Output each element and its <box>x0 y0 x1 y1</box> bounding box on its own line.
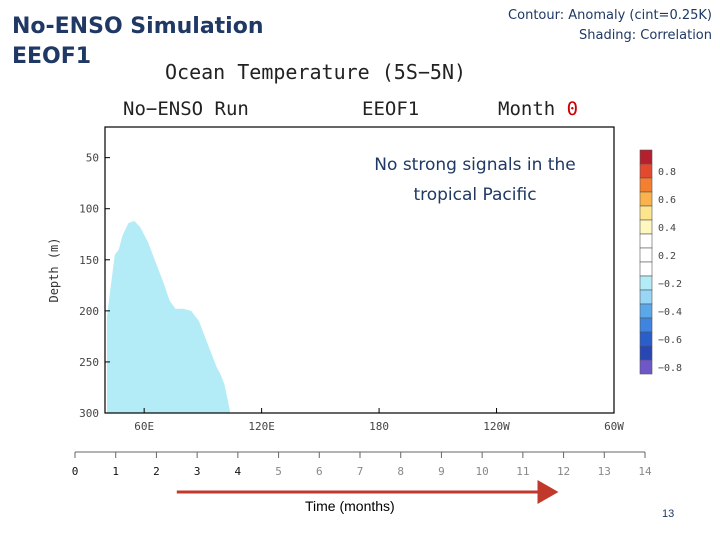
y-tick-label: 100 <box>79 203 99 216</box>
timeline-axis: 0 1 2 3 4 5 6 7 8 9 10 11 12 13 14 <box>72 451 652 478</box>
y-tick-label: 250 <box>79 356 99 369</box>
colorbar-label: −0.4 <box>658 307 682 318</box>
page-number: 13 <box>662 508 675 520</box>
timeline-tick-label: 9 <box>438 465 445 478</box>
timeline-tick-label: 10 <box>476 465 489 478</box>
slide-title-line2: EEOF1 <box>12 44 92 69</box>
colorbar-segment <box>639 317 653 333</box>
correlation-shading <box>107 221 231 413</box>
colorbar-segment <box>639 359 653 375</box>
colorbar-segment <box>639 247 653 263</box>
y-axis-label: Depth (m) <box>47 237 61 302</box>
month-label: Month 0 <box>498 98 578 120</box>
timeline-tick-label: 2 <box>153 465 160 478</box>
timeline-tick-label: 14 <box>638 465 652 478</box>
time-axis-label: Time (months) <box>305 498 395 514</box>
month-label-text: Month <box>498 98 556 120</box>
colorbar-segment <box>639 205 653 221</box>
colorbar-segment <box>639 233 653 249</box>
colorbar: 0.8 0.6 0.4 0.2 −0.2 −0.4 −0.6 −0.8 <box>639 149 682 375</box>
y-tick-label: 300 <box>79 407 99 420</box>
colorbar-segment <box>639 163 653 179</box>
timeline-tick-label: 12 <box>557 465 570 478</box>
x-tick-label: 120W <box>483 420 510 433</box>
colorbar-segment <box>639 177 653 193</box>
contour-note: Contour: Anomaly (cint=0.25K) <box>508 8 712 23</box>
colorbar-segment <box>639 149 653 165</box>
annotation: No strong signals in the tropical Pacifi… <box>345 150 605 210</box>
colorbar-label: −0.2 <box>658 279 682 290</box>
colorbar-label: −0.6 <box>658 335 682 346</box>
timeline-tick-label: 1 <box>112 465 119 478</box>
colorbar-segment <box>639 261 653 277</box>
colorbar-label: −0.8 <box>658 363 682 374</box>
y-axis: 50 100 150 200 250 300 <box>79 152 110 420</box>
run-label: No−ENSO Run <box>123 98 249 120</box>
timeline-tick-label: 4 <box>235 465 242 478</box>
x-tick-label: 60E <box>134 420 154 433</box>
colorbar-segment <box>639 219 653 235</box>
colorbar-label: 0.8 <box>658 167 676 178</box>
y-tick-label: 150 <box>79 254 99 267</box>
colorbar-segment <box>639 275 653 291</box>
month-value: 0 <box>566 98 579 120</box>
timeline-tick-label: 13 <box>598 465 611 478</box>
annotation-line2: tropical Pacific <box>413 185 537 205</box>
colorbar-segment <box>639 331 653 347</box>
plot-frame <box>104 126 615 414</box>
legend-notes: Contour: Anomaly (cint=0.25K) Shading: C… <box>508 6 712 46</box>
colorbar-segment <box>639 303 653 319</box>
colorbar-segment <box>639 345 653 361</box>
eof-label: EEOF1 <box>362 98 420 120</box>
x-tick-label: 60W <box>604 420 624 433</box>
colorbar-label: 0.2 <box>658 251 676 262</box>
timeline-tick-label: 5 <box>275 465 282 478</box>
colorbar-segment <box>639 191 653 207</box>
timeline-tick-label: 0 <box>72 465 79 478</box>
timeline-tick-label: 6 <box>316 465 323 478</box>
shading-note: Shading: Correlation <box>578 28 712 43</box>
timeline-tick-label: 3 <box>194 465 201 478</box>
y-tick-label: 50 <box>86 152 99 165</box>
timeline-tick-label: 7 <box>357 465 364 478</box>
slide-title: No-ENSO Simulation EEOF1 <box>12 12 264 72</box>
colorbar-segment <box>639 289 653 305</box>
timeline-tick-label: 11 <box>516 465 529 478</box>
x-tick-label: 120E <box>248 420 275 433</box>
colorbar-label: 0.4 <box>658 223 676 234</box>
annotation-line1: No strong signals in the <box>374 155 576 175</box>
x-axis: 60E 120E 180 120W 60W <box>134 408 624 433</box>
y-tick-label: 200 <box>79 305 99 318</box>
plot-title: Ocean Temperature (5S−5N) <box>165 60 467 84</box>
timeline-tick-label: 8 <box>397 465 404 478</box>
colorbar-label: 0.6 <box>658 195 676 206</box>
slide-title-line1: No-ENSO Simulation <box>12 14 264 39</box>
x-tick-label: 180 <box>369 420 389 433</box>
